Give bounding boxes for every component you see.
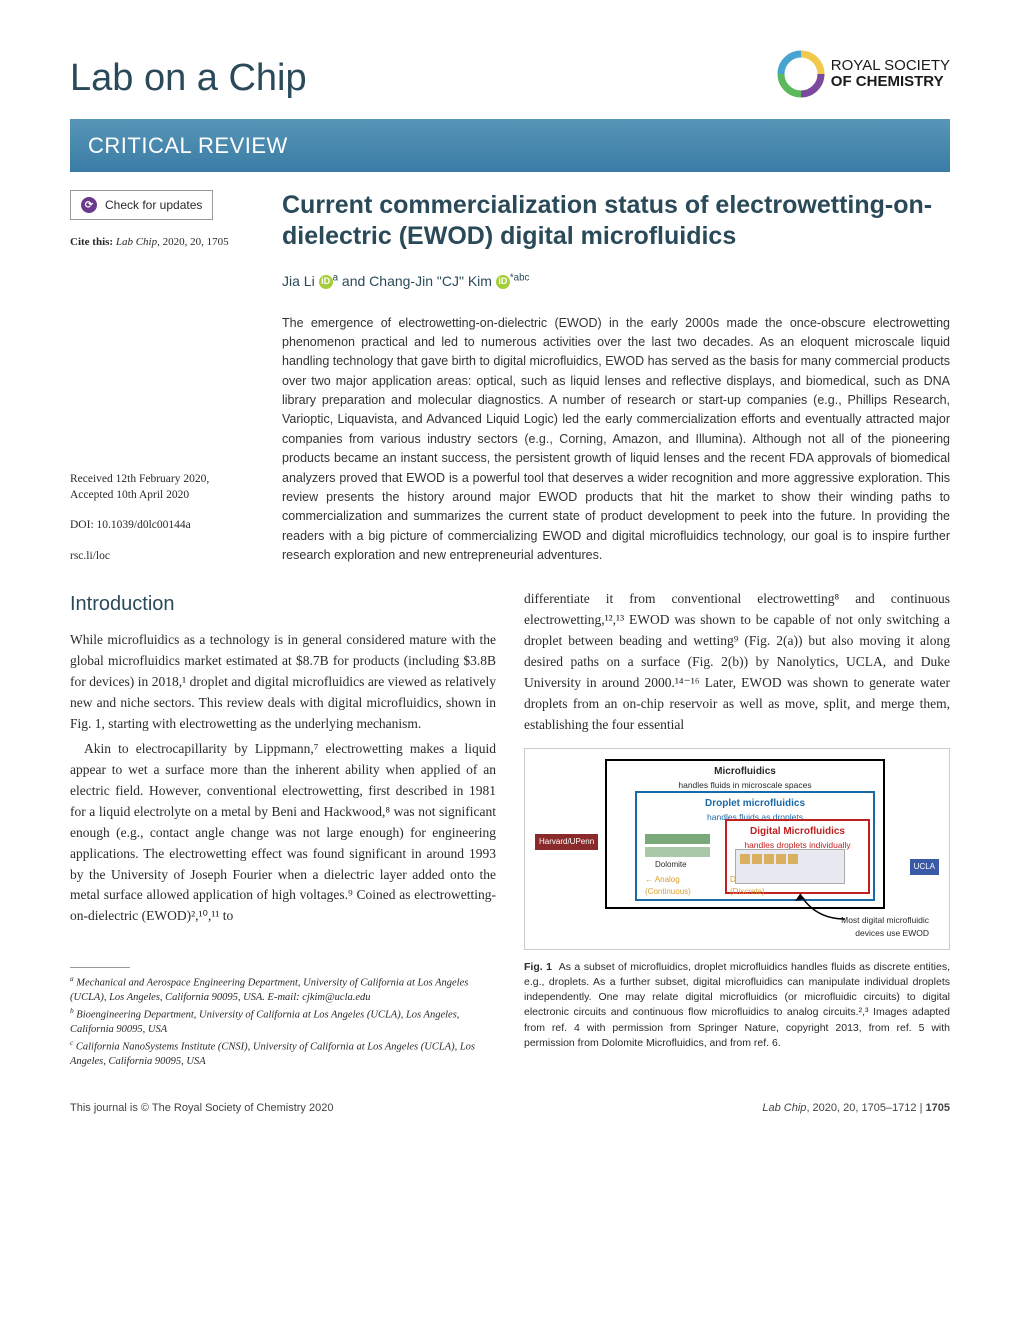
abstract: The emergence of electrowetting-on-diele… — [282, 314, 950, 566]
doi: DOI: 10.1039/d0lc00144a — [70, 517, 260, 534]
accepted-date: Accepted 10th April 2020 — [70, 487, 260, 503]
author-2-affil: *abc — [510, 272, 530, 283]
author-1-affil: a — [333, 272, 338, 283]
affil-divider — [70, 967, 130, 968]
ucla-label: UCLA — [910, 859, 939, 875]
page-number: 1705 — [926, 1102, 950, 1114]
paragraph-3: differentiate it from conventional elect… — [524, 589, 950, 735]
received-date: Received 12th February 2020, — [70, 471, 260, 487]
rsc-link[interactable]: rsc.li/loc — [70, 548, 260, 565]
header: Lab on a Chip ROYAL SOCIETY OF CHEMISTRY — [70, 50, 950, 107]
right-column: differentiate it from conventional elect… — [524, 589, 950, 1070]
fig-label: Fig. 1 — [524, 961, 552, 973]
analog-label: ← Analog(Continuous) — [645, 874, 691, 899]
channel-graphic-2 — [645, 847, 710, 857]
page-root: Lab on a Chip ROYAL SOCIETY OF CHEMISTRY… — [0, 0, 1020, 1146]
footer-journal: Lab Chip — [762, 1102, 806, 1114]
figure-1-image: Microfluidics handles fluids in microsca… — [524, 748, 950, 950]
check-updates-label: Check for updates — [105, 196, 202, 214]
dates: Received 12th February 2020, Accepted 10… — [70, 471, 260, 503]
cite-prefix: Cite this: — [70, 236, 116, 248]
copyright: This journal is © The Royal Society of C… — [70, 1100, 333, 1117]
affiliation-a: a Mechanical and Aerospace Engineering D… — [70, 974, 496, 1006]
page-ref: Lab Chip, 2020, 20, 1705–1712 | 1705 — [762, 1100, 950, 1117]
box2-title: Droplet microfluidics — [642, 796, 868, 812]
harvard-label: Harvard/UPenn — [535, 834, 598, 850]
figure-1: Microfluidics handles fluids in microsca… — [524, 748, 950, 1051]
fig-caption-text: As a subset of microfluidics, droplet mi… — [524, 961, 950, 1049]
affiliation-c: c California NanoSystems Institute (CNSI… — [70, 1038, 496, 1070]
dolomite-label: Dolomite — [655, 859, 687, 871]
article-header: Current commercialization status of elec… — [282, 190, 950, 565]
publisher-name-top: ROYAL SOCIETY — [831, 58, 950, 75]
publisher-logo: ROYAL SOCIETY OF CHEMISTRY — [777, 50, 950, 98]
check-updates-button[interactable]: ⟳ Check for updates — [70, 190, 213, 220]
publisher-name-bot: OF CHEMISTRY — [831, 74, 950, 91]
journal-title: Lab on a Chip — [70, 50, 307, 107]
left-column: Introduction While microfluidics as a te… — [70, 589, 496, 1070]
orcid-icon[interactable]: iD — [496, 275, 510, 289]
arrow-icon — [785, 889, 865, 929]
authors: Jia Li iDa and Chang-Jin "CJ" Kim iD*abc — [282, 271, 950, 292]
cite-rest: , 2020, 20, 1705 — [157, 236, 229, 248]
affiliation-b: b Bioengineering Department, University … — [70, 1006, 496, 1038]
author-conj: and — [342, 273, 369, 289]
author-2: Chang-Jin "CJ" Kim — [369, 273, 492, 289]
article-type-banner: CRITICAL REVIEW — [70, 119, 950, 172]
cite-this: Cite this: Lab Chip, 2020, 20, 1705 — [70, 234, 260, 251]
box3-title: Digital Microfluidics — [732, 824, 863, 840]
footer-rest: , 2020, 20, 1705–1712 | — [806, 1102, 925, 1114]
rsc-logo-icon — [777, 50, 825, 98]
ewod-chip-graphic — [735, 849, 845, 884]
box1-title: Microfluidics — [612, 764, 878, 780]
paragraph-1: While microfluidics as a technology is i… — [70, 630, 496, 735]
article-type: CRITICAL REVIEW — [88, 129, 932, 162]
nested-boxes-diagram: Microfluidics handles fluids in microsca… — [535, 759, 939, 939]
intro-heading: Introduction — [70, 589, 496, 620]
paragraph-2: Akin to electrocapillarity by Lippmann,⁷… — [70, 739, 496, 927]
crossmark-icon: ⟳ — [81, 197, 97, 213]
cite-journal: Lab Chip — [116, 236, 157, 248]
orcid-icon[interactable]: iD — [319, 275, 333, 289]
figure-1-caption: Fig. 1 As a subset of microfluidics, dro… — [524, 960, 950, 1051]
article-title: Current commercialization status of elec… — [282, 190, 950, 253]
body-columns: Introduction While microfluidics as a te… — [70, 589, 950, 1070]
channel-graphic-1 — [645, 834, 710, 844]
page-footer: This journal is © The Royal Society of C… — [70, 1100, 950, 1117]
publisher-name: ROYAL SOCIETY OF CHEMISTRY — [831, 58, 950, 91]
title-block: ⟳ Check for updates Cite this: Lab Chip,… — [70, 190, 950, 565]
meta-sidebar: ⟳ Check for updates Cite this: Lab Chip,… — [70, 190, 260, 565]
author-1: Jia Li — [282, 273, 315, 289]
